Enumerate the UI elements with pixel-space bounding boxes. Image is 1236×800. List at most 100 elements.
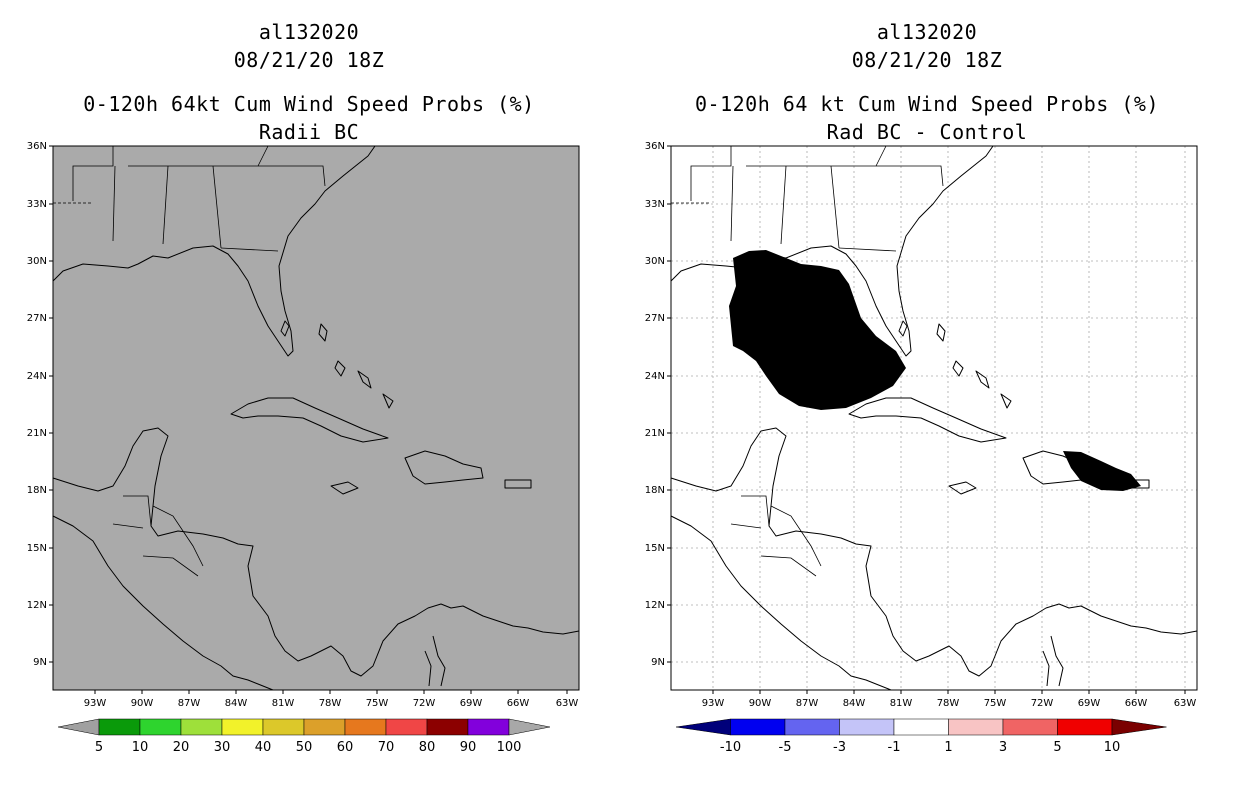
lat-label: 30N	[645, 256, 665, 267]
lon-label: 84W	[843, 698, 866, 709]
lon-label: 78W	[937, 698, 960, 709]
lon-label: 75W	[984, 698, 1007, 709]
colorbar-label: 10	[1104, 740, 1121, 755]
colorbar-swatch	[180, 718, 223, 736]
product-subtitle: Radii BC	[258, 120, 360, 144]
lat-label: 15N	[27, 543, 47, 554]
colorbar-swatch	[98, 718, 141, 736]
colorbar-label: 20	[173, 740, 190, 755]
colorbar-swatch	[839, 718, 895, 736]
lat-label: 36N	[27, 141, 47, 152]
lon-label: 63W	[1174, 698, 1197, 709]
lon-label: 66W	[1125, 698, 1148, 709]
colorbar-label: 80	[419, 740, 436, 755]
lat-label: 33N	[645, 199, 665, 210]
lon-label: 93W	[84, 698, 107, 709]
lon-label: 90W	[131, 698, 154, 709]
lon-label: 93W	[702, 698, 725, 709]
colorbar-label: 100	[497, 740, 522, 755]
lon-label: 84W	[225, 698, 248, 709]
map-background	[52, 145, 580, 691]
coastline	[670, 145, 1198, 691]
lon-label: 72W	[1031, 698, 1054, 709]
lon-label: 69W	[460, 698, 483, 709]
colorbar-swatch	[262, 718, 305, 736]
colorbar-arrow-left	[675, 718, 731, 736]
colorbar-label: 5	[95, 740, 103, 755]
lon-label: 87W	[178, 698, 201, 709]
lat-label: 12N	[645, 600, 665, 611]
lon-label: 72W	[413, 698, 436, 709]
lat-axis: 36N 33N 30N 27N 24N 21N 18N 15N 12N 9N	[645, 141, 671, 668]
gridlines	[671, 146, 1197, 690]
colorbar-arrow-right	[1111, 718, 1167, 736]
left-map-svg: 36N 33N 30N 27N 24N 21N 18N 15N 12N 9N 93W 90W 87W 8…	[27, 141, 580, 755]
colorbar-label: 3	[999, 740, 1007, 755]
lon-label: 87W	[796, 698, 819, 709]
colorbar-label: 10	[132, 740, 149, 755]
storm-id: al132020	[258, 20, 360, 44]
lon-axis: 93W 90W 87W 84W 81W 78W 75W 72W 69W 66W 63W	[702, 690, 1197, 709]
colorbar-swatch	[426, 718, 469, 736]
product-title: 0-120h 64 kt Cum Wind Speed Probs (%)	[694, 92, 1160, 116]
product-title: 0-120h 64kt Cum Wind Speed Probs (%)	[83, 92, 535, 116]
lat-label: 18N	[645, 485, 665, 496]
storm-id: al132020	[876, 20, 978, 44]
colorbar-arrow-right	[508, 718, 551, 736]
lat-label: 21N	[27, 428, 47, 439]
colorbar-swatch	[948, 718, 1004, 736]
lat-label: 30N	[27, 256, 47, 267]
lat-axis: 36N 33N 30N 27N 24N 21N 18N 15N 12N 9N	[27, 141, 53, 668]
colorbar-swatch	[730, 718, 786, 736]
left-map-panel: al132020 08/21/20 18Z 0-120h 64kt Cum Wi…	[27, 20, 580, 755]
colorbar-label: 40	[255, 740, 272, 755]
colorbar-label: 30	[214, 740, 231, 755]
right-map-panel: al132020 08/21/20 18Z 0-120h 64 kt Cum W…	[618, 0, 1236, 800]
colorbar-swatch	[385, 718, 428, 736]
forecast-datetime: 08/21/20 18Z	[851, 48, 1003, 72]
product-subtitle: Rad BC - Control	[826, 120, 1028, 144]
colorbar-arrow-left	[57, 718, 100, 736]
lat-label: 27N	[27, 313, 47, 324]
colorbar-swatch	[1002, 718, 1058, 736]
forecast-datetime: 08/21/20 18Z	[233, 48, 385, 72]
colorbar-swatch	[139, 718, 182, 736]
map-background	[670, 145, 1198, 691]
lat-label: 33N	[27, 199, 47, 210]
colorbar-label: 50	[296, 740, 313, 755]
lon-label: 90W	[749, 698, 772, 709]
colorbar: -10 -5 -3 -1 1 3 5 10	[675, 718, 1167, 755]
probability-shading	[729, 250, 1141, 491]
lat-label: 15N	[645, 543, 665, 554]
colorbar-label: 60	[337, 740, 354, 755]
colorbar-label: 5	[1053, 740, 1061, 755]
lat-label: 27N	[645, 313, 665, 324]
lon-label: 66W	[507, 698, 530, 709]
colorbar-label: 70	[378, 740, 395, 755]
colorbar-swatch	[893, 718, 949, 736]
lat-label: 18N	[27, 485, 47, 496]
lat-label: 9N	[651, 657, 665, 668]
lat-label: 24N	[645, 371, 665, 382]
lon-label: 63W	[556, 698, 579, 709]
lon-axis: 93W 90W 87W 84W 81W 78W 75W 72W 69W 66W 63W	[84, 690, 579, 709]
colorbar-swatch	[1057, 718, 1113, 736]
colorbar-swatch	[344, 718, 387, 736]
lon-label: 81W	[890, 698, 913, 709]
colorbar-swatch	[784, 718, 840, 736]
shading-minus-5-to-minus-10	[797, 306, 831, 344]
colorbar-label: -10	[720, 740, 741, 755]
colorbar-label: 90	[460, 740, 477, 755]
lat-label: 24N	[27, 371, 47, 382]
coastline	[52, 145, 580, 691]
lat-label: 9N	[33, 657, 47, 668]
shading-hispaniola	[1063, 451, 1141, 491]
colorbar-swatch	[221, 718, 264, 736]
lat-label: 21N	[645, 428, 665, 439]
colorbar: 5 10 20 30 40 50 60 70 80 90 100	[57, 718, 551, 755]
colorbar-label: -5	[779, 740, 792, 755]
colorbar-label: -1	[888, 740, 901, 755]
lon-label: 69W	[1078, 698, 1101, 709]
lat-label: 36N	[645, 141, 665, 152]
colorbar-label: -3	[833, 740, 846, 755]
